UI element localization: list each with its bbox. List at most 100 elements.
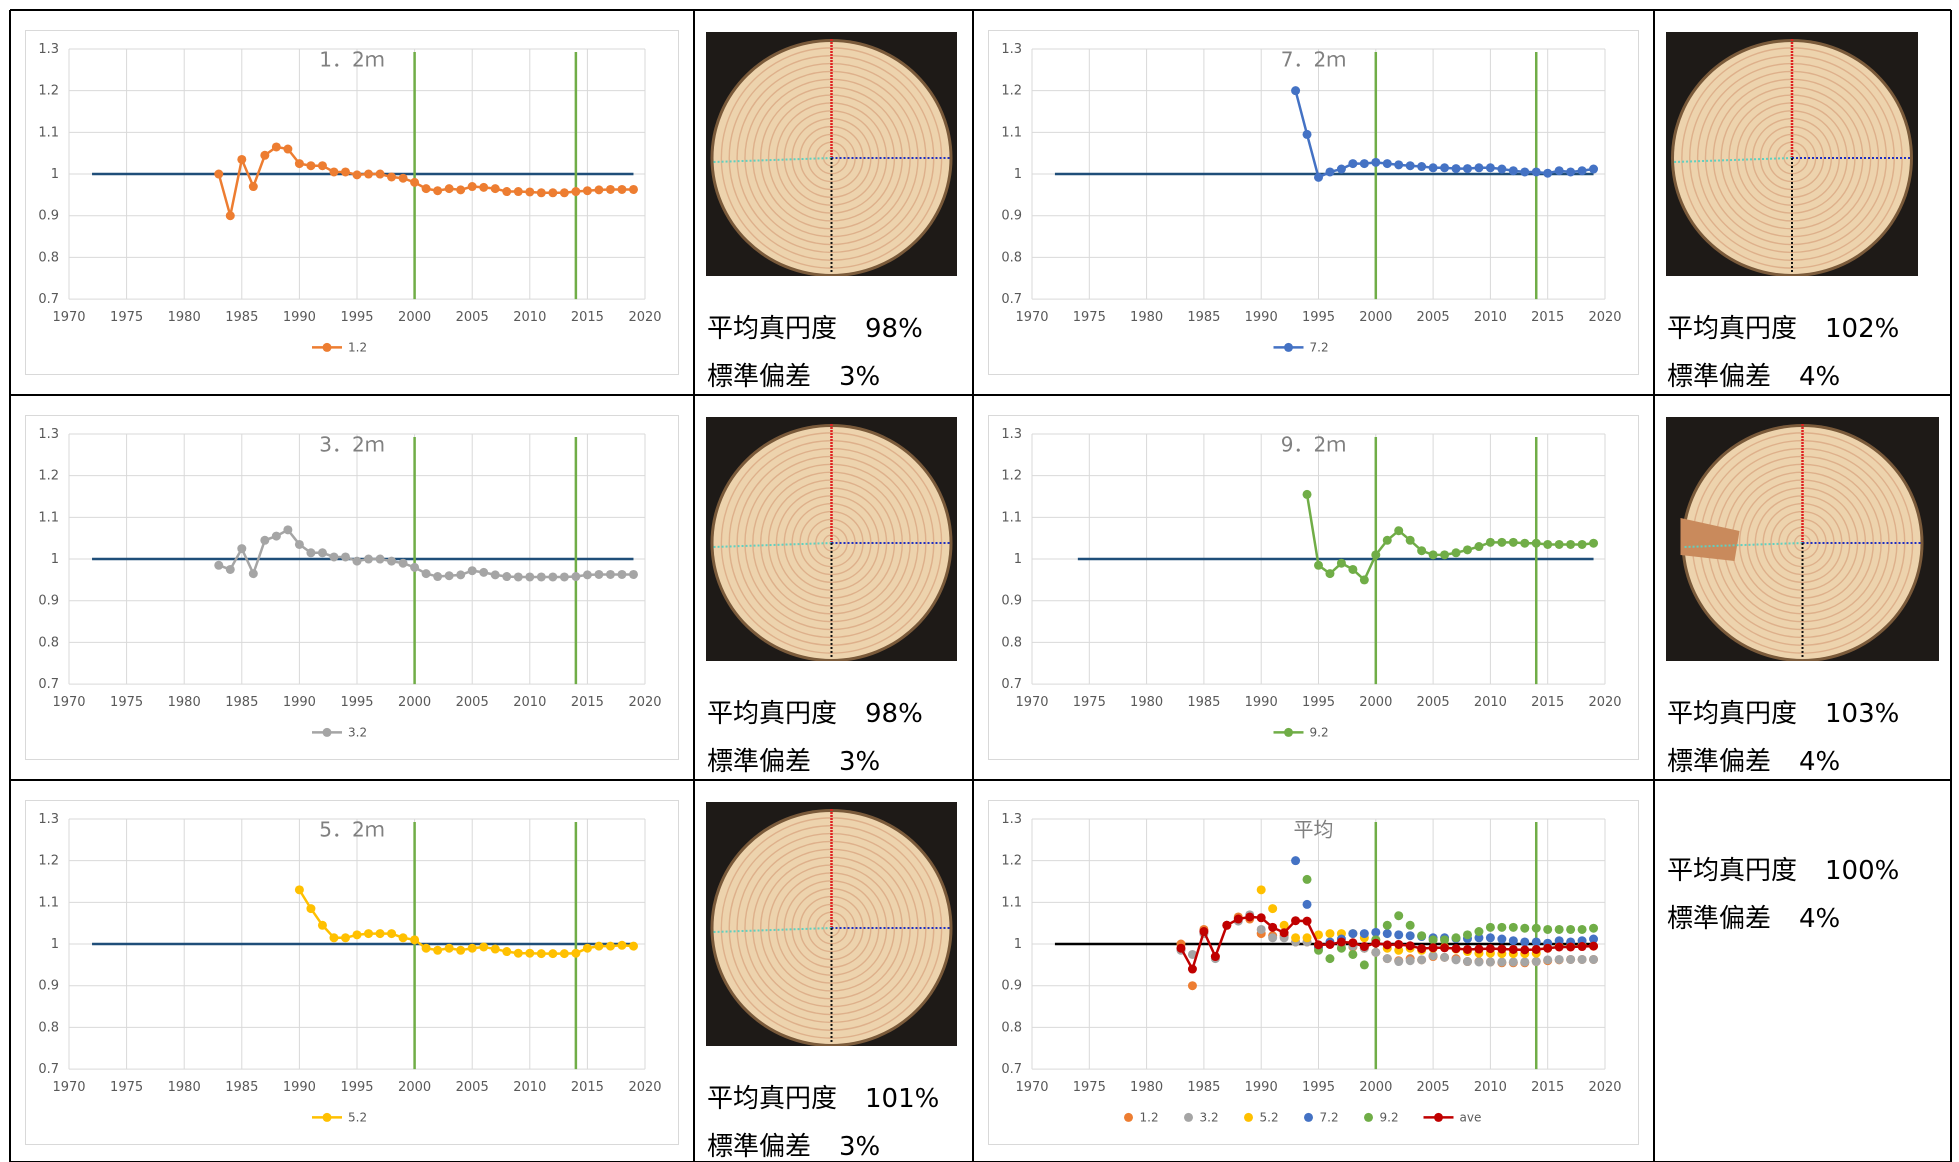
data-point — [514, 572, 523, 581]
sd: 4% — [1799, 362, 1840, 392]
data-point — [1394, 940, 1403, 949]
x-tick-label: 2020 — [1588, 695, 1621, 710]
x-tick-label: 1970 — [1015, 695, 1048, 710]
data-point — [1566, 955, 1575, 964]
y-tick-label: 1.3 — [38, 42, 59, 57]
data-point — [341, 167, 350, 176]
chart: 0.70.80.911.11.21.3197019751980198519901… — [25, 800, 679, 1145]
y-tick-label: 1 — [1014, 167, 1022, 182]
data-point — [1578, 955, 1587, 964]
data-point — [1543, 169, 1552, 178]
data-point — [214, 170, 223, 179]
sd-label: 標準偏差 — [1667, 904, 1771, 934]
data-point — [1452, 944, 1461, 953]
data-point — [617, 185, 626, 194]
x-tick-label: 2010 — [1474, 695, 1507, 710]
data-point — [433, 186, 442, 195]
data-point — [1486, 933, 1495, 942]
data-point — [1325, 167, 1334, 176]
data-point — [1509, 945, 1518, 954]
data-point — [1474, 163, 1483, 172]
table-border — [10, 779, 1951, 781]
data-point — [1463, 930, 1472, 939]
x-tick-label: 2010 — [1474, 1080, 1507, 1095]
x-tick-label: 2020 — [628, 310, 661, 325]
data-point — [1348, 159, 1357, 168]
data-point — [1383, 921, 1392, 930]
stat-line: 標準偏差3% — [707, 1126, 880, 1162]
data-point — [272, 142, 281, 151]
data-point — [399, 559, 408, 568]
data-point — [560, 949, 569, 958]
data-point — [629, 570, 638, 579]
data-point — [283, 145, 292, 154]
data-point — [629, 942, 638, 951]
y-tick-label: 1.3 — [38, 427, 59, 442]
data-point — [226, 211, 235, 220]
data-point — [1257, 925, 1266, 934]
data-point — [433, 946, 442, 955]
data-point — [1257, 913, 1266, 922]
data-point — [422, 569, 431, 578]
x-tick-label: 2015 — [571, 1080, 604, 1095]
data-point — [571, 572, 580, 581]
data-point — [214, 561, 223, 570]
data-point — [318, 548, 327, 557]
data-point — [1452, 164, 1461, 173]
data-point — [1417, 955, 1426, 964]
data-point — [1406, 161, 1415, 170]
data-point — [1509, 538, 1518, 547]
data-point — [1417, 162, 1426, 171]
data-point — [1394, 526, 1403, 535]
data-point — [456, 570, 465, 579]
data-point — [537, 572, 546, 581]
data-point — [1394, 930, 1403, 939]
data-point — [1463, 945, 1472, 954]
data-point — [1474, 957, 1483, 966]
x-tick-label: 2015 — [571, 695, 604, 710]
data-point — [617, 941, 626, 950]
data-point — [329, 933, 338, 942]
data-point — [353, 557, 362, 566]
x-tick-label: 1985 — [1187, 1080, 1220, 1095]
data-point — [341, 933, 350, 942]
x-tick-label: 1985 — [225, 310, 258, 325]
stat-line: 平均真円度98% — [707, 693, 923, 730]
stat-line: 平均真円度102% — [1667, 308, 1899, 345]
data-point — [514, 187, 523, 196]
x-tick-label: 1980 — [1130, 1080, 1163, 1095]
data-point — [318, 161, 327, 170]
data-point — [1291, 933, 1300, 942]
chart: 0.70.80.911.11.21.3197019751980198519901… — [25, 30, 679, 375]
data-point — [537, 188, 546, 197]
data-point — [594, 185, 603, 194]
data-point — [364, 929, 373, 938]
data-point — [1555, 942, 1564, 951]
data-point — [548, 949, 557, 958]
data-point — [1440, 943, 1449, 952]
data-point — [606, 942, 615, 951]
x-tick-label: 2000 — [1359, 1080, 1392, 1095]
chart-title: 平均 — [1294, 817, 1334, 841]
data-point — [1509, 166, 1518, 175]
y-tick-label: 1.2 — [38, 84, 59, 99]
roundness: 98% — [865, 699, 923, 729]
data-point — [1325, 954, 1334, 963]
log-photo — [1666, 32, 1918, 276]
chart-title: 5．2ｍ — [319, 817, 384, 841]
sd-label: 標準偏差 — [707, 747, 811, 777]
data-point — [329, 552, 338, 561]
data-point — [364, 555, 373, 564]
sd: 3% — [839, 1132, 880, 1162]
y-tick-label: 1.2 — [1001, 469, 1022, 484]
legend-label: ave — [1460, 1110, 1482, 1124]
x-tick-label: 2005 — [456, 310, 489, 325]
data-point — [1325, 940, 1334, 949]
data-point — [1589, 942, 1598, 951]
y-tick-label: 1.1 — [1001, 510, 1022, 525]
data-point — [1452, 955, 1461, 964]
y-tick-label: 1.1 — [38, 125, 59, 140]
chart: 0.70.80.911.11.21.3197019751980198519901… — [988, 800, 1639, 1145]
